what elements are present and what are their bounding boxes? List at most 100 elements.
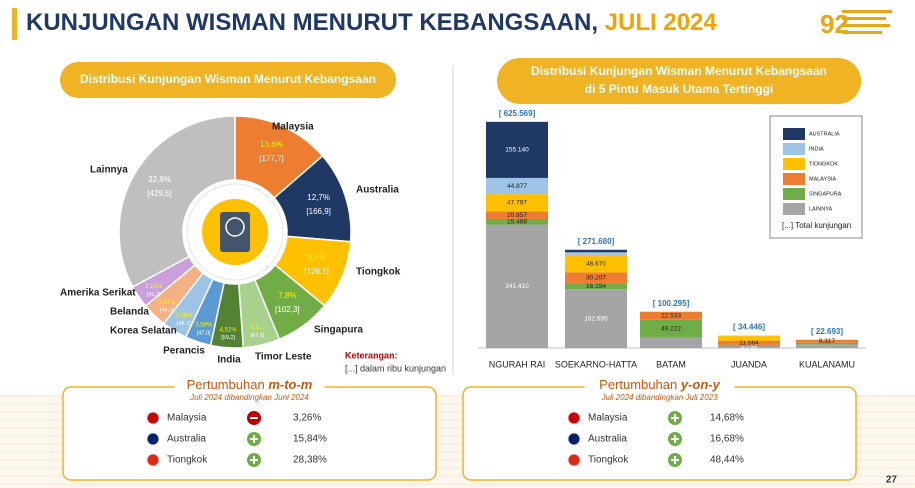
total-label: [ 271.680]: [578, 237, 615, 246]
slice-value-label: 7,8%: [278, 291, 296, 300]
slice-amount-label: [47,0]: [197, 330, 211, 336]
segment-label: 44.877: [507, 183, 527, 190]
bar-segment: [718, 344, 780, 346]
title-highlight: JULI 2024: [605, 9, 718, 36]
flag-icon: [567, 453, 581, 467]
legend-swatch: [783, 143, 805, 155]
logo: 92: [820, 9, 892, 39]
growth-value: 15,84%: [293, 434, 327, 445]
segment-label: 30.207: [586, 275, 606, 282]
slice-name: Tiongkok: [356, 267, 401, 278]
legend-label: SINGAPURA: [809, 191, 842, 197]
growth-title: Pertumbuhan m-to-m: [187, 377, 313, 392]
slice-amount-label: [126,1]: [304, 267, 328, 276]
growth-subtitle: Juli 2024 dibandingkan Juni 2024: [189, 393, 309, 402]
flag-icon: [146, 411, 160, 425]
segment-label: 11.564: [739, 339, 759, 346]
flag-icon: [567, 411, 581, 425]
growth-title: Pertumbuhan y-on-y: [599, 377, 720, 392]
trend-sign: [671, 414, 679, 422]
flag-icon: [146, 432, 160, 446]
slice-amount-label: [429,5]: [147, 189, 171, 198]
donut-title: Distribusi Kunjungan Wisman Menurut Keba…: [80, 72, 376, 86]
slice-name: Korea Selatan: [110, 326, 177, 337]
bar-segment: [565, 283, 627, 290]
total-label: [ 22.693]: [811, 327, 843, 336]
slice-value-label: 3,56%: [175, 313, 193, 319]
slice-amount-label: [67,6]: [251, 333, 265, 339]
country-name: Australia: [588, 434, 627, 445]
flag-icon: [146, 453, 160, 467]
country-name: Tiongkok: [167, 455, 208, 466]
donut-slice: [118, 115, 236, 288]
segment-label: 22.533: [661, 313, 681, 320]
trend-sign: [671, 456, 679, 464]
slice-name: Australia: [356, 185, 399, 196]
slice-amount-label: [45,4]: [160, 308, 174, 314]
bar-segment: [640, 311, 702, 320]
segment-label: 16.194: [586, 283, 606, 290]
growth-value: 16,68%: [710, 434, 744, 445]
slice-amount-label: [102,3]: [275, 305, 299, 314]
growth-value: 48,44%: [710, 455, 744, 466]
bar-segment: [796, 344, 858, 348]
x-tick-label: JUANDA: [731, 359, 767, 369]
title-accent: [12, 8, 17, 40]
total-label: [ 100.295]: [653, 299, 690, 308]
growth-value: 14,68%: [710, 413, 744, 424]
legend-swatch: [783, 203, 805, 215]
segment-label: 15.488: [507, 218, 527, 225]
segment-label: 341.410: [505, 283, 529, 290]
legend-note: [...] Total kunjungan: [782, 221, 851, 230]
slice-value-label: 3,47%: [158, 300, 176, 306]
segment-label: 20.857: [507, 212, 527, 219]
slice-value-label: 9,6%: [307, 253, 325, 262]
note-title: Keterangan:: [345, 350, 398, 360]
trend-sign: [250, 456, 258, 464]
bar-segment: [640, 319, 702, 338]
bar-segment: [486, 218, 548, 225]
bar-segment: [486, 177, 548, 195]
flag-icon: [567, 432, 581, 446]
slice-value-label: 13,6%: [260, 140, 283, 149]
trend-sign: [671, 435, 679, 443]
legend-swatch: [783, 128, 805, 140]
bar-segment: [486, 194, 548, 212]
segment-label: 8.317: [819, 338, 836, 345]
segment-label: 162.695: [584, 315, 608, 322]
slice-name: India: [217, 355, 241, 366]
slice-value-label: 3,15%: [145, 284, 163, 290]
page-number: 27: [886, 475, 898, 486]
bar-segment: [718, 335, 780, 341]
slice-value-label: 32,8%: [148, 175, 171, 184]
slice-amount-label: [166,9]: [306, 207, 330, 216]
segment-label: 155.140: [505, 147, 529, 154]
donut-pill: [60, 62, 396, 98]
slice-name: Perancis: [163, 346, 205, 357]
slice-value-label: 3,59%: [195, 322, 213, 328]
x-tick-label: BATAM: [656, 359, 686, 369]
bar-title: Distribusi Kunjungan Wisman Menurut Keba…: [531, 64, 827, 78]
bar-segment: [718, 340, 780, 345]
slice-name: Lainnya: [90, 165, 128, 176]
bar-segment: [718, 345, 780, 348]
country-name: Australia: [167, 434, 206, 445]
growth-title-bg: [584, 379, 735, 393]
slice-amount-label: [59,2]: [221, 335, 235, 341]
slice-name: Singapura: [314, 325, 363, 336]
slice-name: Amerika Serikat: [60, 288, 136, 299]
slice-amount-label: [177,7]: [259, 154, 283, 163]
bar-segment: [565, 252, 627, 255]
country-name: Malaysia: [588, 413, 628, 424]
bar-segment: [565, 289, 627, 348]
bar-segment: [486, 121, 548, 178]
slice-name: Malaysia: [272, 122, 314, 133]
growth-value: 28,38%: [293, 455, 327, 466]
legend-label: INDIA: [809, 146, 824, 152]
segment-label: 5.798: [741, 344, 758, 351]
country-name: Malaysia: [167, 413, 207, 424]
growth-subtitle: Juli 2024 dibandingkan Juli 2023: [600, 393, 718, 402]
bar-segment: [796, 339, 858, 343]
note-text: [...] dalam ribu kunjungan: [345, 363, 446, 373]
